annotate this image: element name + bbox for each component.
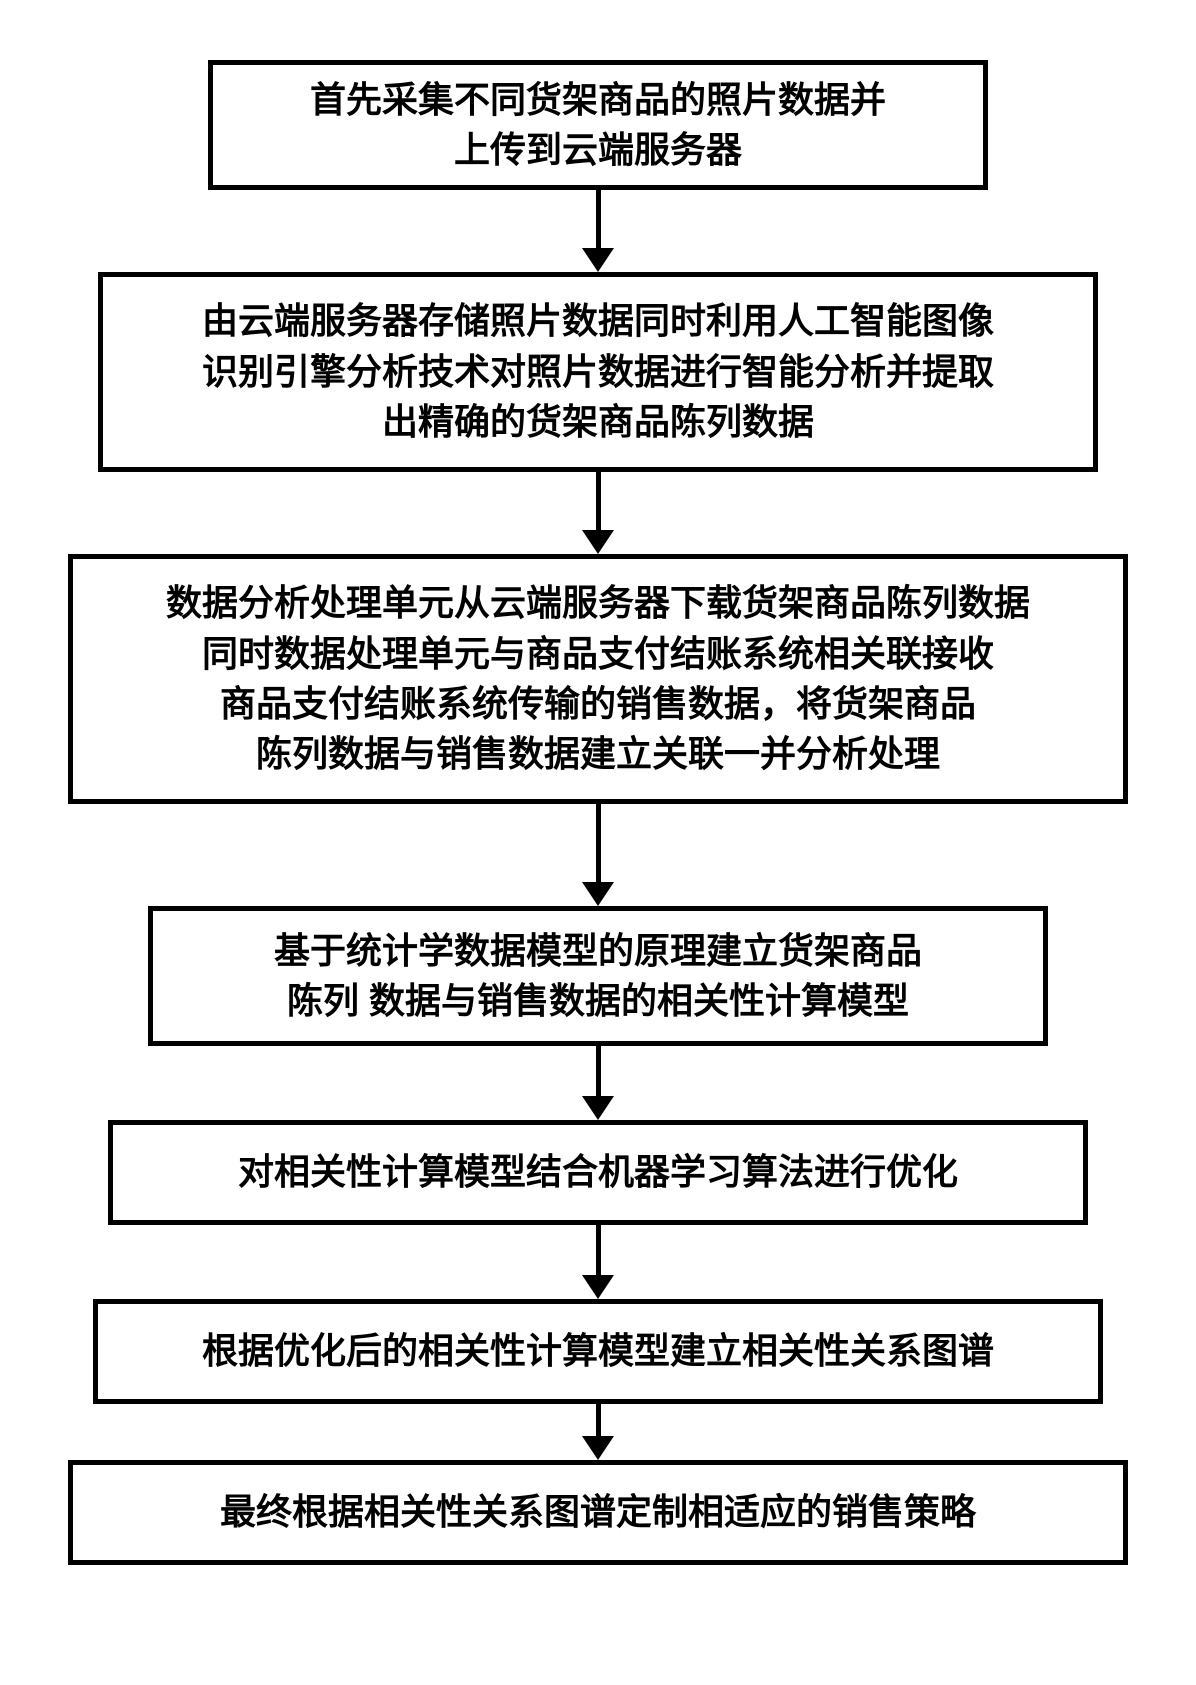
flow-node-n5: 对相关性计算模型结合机器学习算法进行优化 [108,1120,1088,1225]
flow-arrow [582,804,614,906]
arrow-head-icon [582,1275,614,1299]
flow-arrow [582,1404,614,1460]
arrow-line [596,472,601,530]
flow-node-n1: 首先采集不同货架商品的照片数据并上传到云端服务器 [208,60,988,190]
flow-node-text: 最终根据相关性关系图谱定制相适应的销售策略 [220,1487,976,1537]
flow-node-n2: 由云端服务器存储照片数据同时利用人工智能图像识别引擎分析技术对照片数据进行智能分… [98,272,1098,472]
flow-arrow [582,1225,614,1299]
arrow-head-icon [582,530,614,554]
arrow-line [596,1046,601,1096]
flow-arrow [582,1046,614,1120]
arrow-line [596,1404,601,1436]
flow-node-text: 对相关性计算模型结合机器学习算法进行优化 [238,1147,958,1197]
flow-node-n7: 最终根据相关性关系图谱定制相适应的销售策略 [68,1460,1128,1565]
arrow-head-icon [582,248,614,272]
flow-node-text: 基于统计学数据模型的原理建立货架商品陈列 数据与销售数据的相关性计算模型 [274,926,922,1027]
flow-node-text: 根据优化后的相关性计算模型建立相关性关系图谱 [202,1326,994,1376]
flow-node-n3: 数据分析处理单元从云端服务器下载货架商品陈列数据同时数据处理单元与商品支付结账系… [68,554,1128,804]
flow-node-text: 由云端服务器存储照片数据同时利用人工智能图像识别引擎分析技术对照片数据进行智能分… [202,296,994,447]
arrow-line [596,190,601,248]
arrow-head-icon [582,1096,614,1120]
flow-arrow [582,472,614,554]
flow-node-text: 首先采集不同货架商品的照片数据并上传到云端服务器 [310,75,886,176]
arrow-line [596,804,601,882]
flowchart-container: 首先采集不同货架商品的照片数据并上传到云端服务器由云端服务器存储照片数据同时利用… [68,60,1128,1565]
arrow-line [596,1225,601,1275]
arrow-head-icon [582,882,614,906]
flow-node-n6: 根据优化后的相关性计算模型建立相关性关系图谱 [93,1299,1103,1404]
arrow-head-icon [582,1436,614,1460]
flow-arrow [582,190,614,272]
flow-node-text: 数据分析处理单元从云端服务器下载货架商品陈列数据同时数据处理单元与商品支付结账系… [166,578,1030,780]
flow-node-n4: 基于统计学数据模型的原理建立货架商品陈列 数据与销售数据的相关性计算模型 [148,906,1048,1046]
